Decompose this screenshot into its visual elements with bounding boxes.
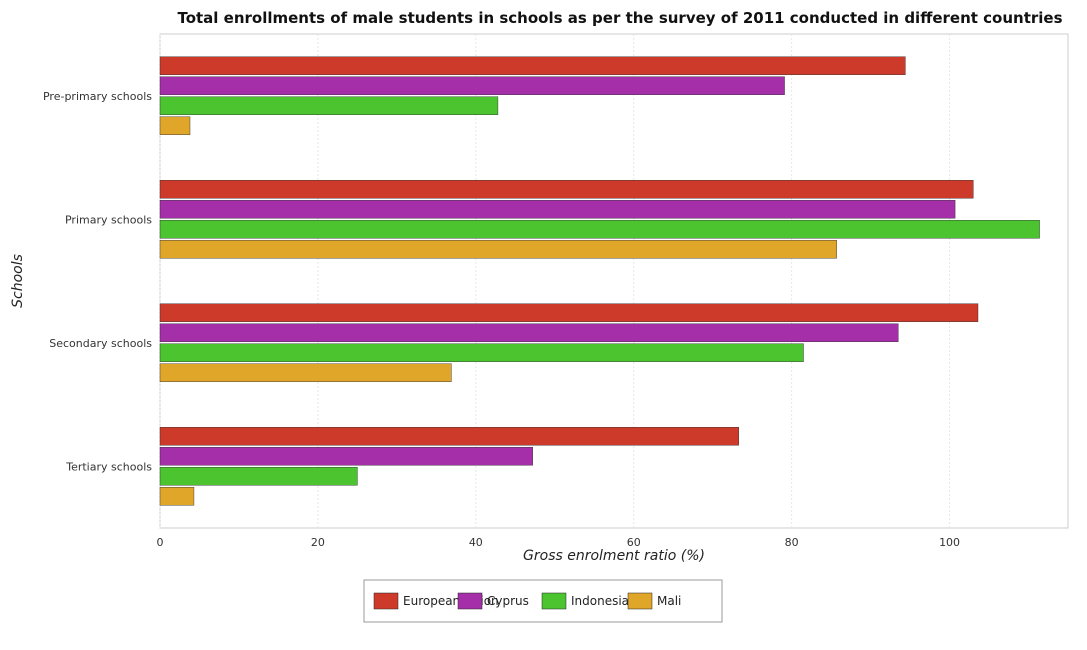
y-tick-labels: Pre-primary schools Primary schools Second… <box>43 90 152 474</box>
bar-european-union <box>159 303 979 322</box>
chart-title: Total enrollments of male students in sc… <box>177 9 1062 27</box>
bar-mali <box>159 240 837 259</box>
bar-mali <box>159 487 195 506</box>
x-tick-label: 60 <box>627 536 641 549</box>
legend-swatch <box>457 592 483 610</box>
x-tick-label: 40 <box>469 536 483 549</box>
y-tick-label: Pre-primary schools <box>43 90 152 103</box>
bar-european-union <box>159 180 974 199</box>
bar-cyprus <box>159 200 956 219</box>
plot-area: Pre-primary schools Primary schools Second… <box>43 33 1069 549</box>
x-axis-label: Gross enrolment ratio (%) <box>523 548 705 564</box>
legend-swatch <box>541 592 567 610</box>
y-tick-label: Tertiary schools <box>65 460 152 473</box>
legend-label: Cyprus <box>487 594 529 608</box>
y-tick-label: Primary schools <box>65 213 152 226</box>
legend-swatch <box>627 592 653 610</box>
bar-european-union <box>159 56 906 75</box>
x-tick-label: 80 <box>785 536 799 549</box>
x-tick-label: 0 <box>157 536 164 549</box>
bar-indonesia <box>159 96 499 115</box>
legend-label: Indonesia <box>571 594 629 608</box>
bar-indonesia <box>159 220 1040 239</box>
bar-cyprus <box>159 323 899 342</box>
x-tick-labels: 0 20 40 60 80 100 <box>157 536 961 549</box>
bars-group <box>159 56 1040 506</box>
legend-swatch <box>373 592 399 610</box>
plot-background <box>159 33 1069 529</box>
legend-label: European Union <box>403 594 499 608</box>
x-tick-label: 100 <box>939 536 960 549</box>
x-tick-label: 20 <box>311 536 325 549</box>
bar-indonesia <box>159 467 358 486</box>
y-tick-label: Secondary schools <box>49 337 152 350</box>
bar-cyprus <box>159 447 533 466</box>
legend-label: Mali <box>657 594 681 608</box>
bar-european-union <box>159 427 739 446</box>
bar-cyprus <box>159 76 785 95</box>
bar-mali <box>159 363 452 382</box>
y-axis-label: Schools <box>10 254 26 308</box>
bar-mali <box>159 116 191 135</box>
bar-indonesia <box>159 343 804 362</box>
